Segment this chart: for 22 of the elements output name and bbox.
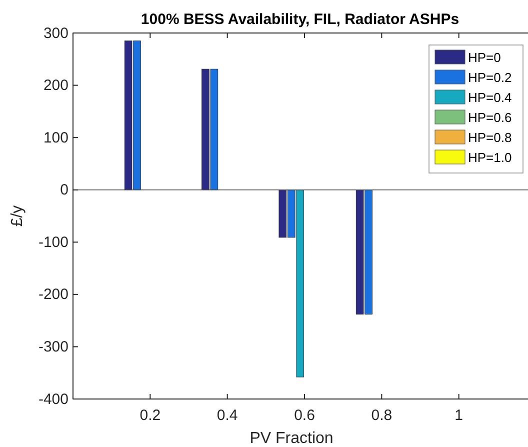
y-axis-title: £/y: [9, 205, 26, 227]
y-tick-label: 300: [43, 24, 68, 42]
legend-label: HP=0.8: [468, 130, 512, 145]
x-tick-label: 0.4: [216, 407, 238, 424]
y-tick-label: -300: [38, 338, 68, 356]
y-tick-label: 200: [43, 77, 68, 94]
x-axis-title: PV Fraction: [250, 430, 334, 447]
y-tick-label: 0: [60, 182, 68, 199]
legend-label: HP=0.6: [468, 110, 512, 125]
x-tick-label: 1: [454, 407, 464, 424]
legend-label: HP=0.2: [468, 70, 512, 85]
x-tick-label: 0.2: [140, 407, 161, 424]
legend-label: HP=0.4: [468, 90, 512, 105]
x-tick-label: 0.8: [371, 407, 392, 424]
legend-label: HP=1.0: [468, 150, 512, 165]
y-tick-label: -100: [38, 234, 68, 251]
x-tick-label: 0.6: [294, 407, 315, 424]
legend-label: HP=0: [468, 50, 501, 65]
chart-title: 100% BESS Availability, FIL, Radiator ASHPs: [140, 11, 460, 28]
y-tick-label: -400: [38, 390, 68, 408]
y-tick-label: 100: [43, 129, 68, 146]
y-tick-label: -200: [38, 286, 68, 304]
